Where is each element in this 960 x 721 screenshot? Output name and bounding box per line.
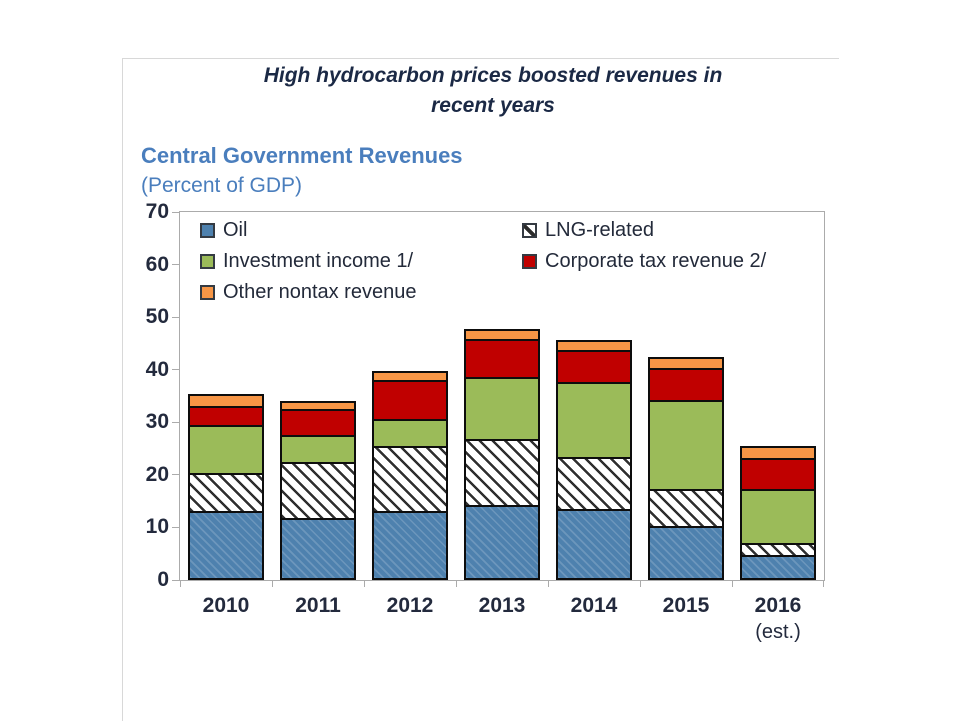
bar-segment-other-nontax-revenue: [740, 446, 816, 459]
y-tick-mark: [172, 526, 180, 528]
y-tick-label-60: 60: [145, 252, 169, 276]
figure-title-line1: High hydrocarbon prices boosted revenues…: [263, 64, 723, 87]
bar-segment-other-nontax-revenue: [648, 357, 724, 369]
bar-segment-lng-related: [648, 489, 724, 526]
bar-segment-corporate-tax-revenue-2: [648, 368, 724, 400]
chart-title: Central Government Revenues: [141, 143, 463, 168]
bar-segment-other-nontax-revenue: [372, 371, 448, 381]
chart-header: Central Government Revenues (Percent of …: [141, 141, 463, 200]
y-tick-label-30: 30: [145, 410, 169, 434]
bar-segment-lng-related: [372, 446, 448, 512]
bar-2016: [740, 446, 816, 580]
x-tick-sublabel: (est.): [755, 621, 801, 643]
bar-segment-lng-related: [740, 542, 816, 555]
bar-segment-corporate-tax-revenue-2: [740, 458, 816, 489]
legend-swatch-other-nontax-revenue: [200, 284, 215, 300]
y-tick-label-20: 20: [145, 462, 169, 486]
bar-2011: [280, 401, 356, 580]
legend-item-lng-related: LNG-related: [522, 217, 766, 243]
x-tick-label-2016: 2016 (est.): [732, 592, 824, 646]
bar-segment-corporate-tax-revenue-2: [372, 380, 448, 420]
bar-segment-other-nontax-revenue: [280, 401, 356, 410]
bar-segment-investment-income-1: [648, 399, 724, 490]
bar-segment-investment-income-1: [464, 377, 540, 439]
figure-title: High hydrocarbon prices boosted revenues…: [153, 61, 833, 121]
bar-segment-oil: [648, 525, 724, 580]
figure-title-line2: recent years: [431, 94, 555, 117]
bar-segment-corporate-tax-revenue-2: [280, 409, 356, 436]
bar-segment-investment-income-1: [556, 382, 632, 457]
y-tick-mark: [172, 474, 180, 476]
bar-segment-other-nontax-revenue: [556, 339, 632, 350]
x-tick-mark: [548, 580, 549, 587]
report-panel: High hydrocarbon prices boosted revenues…: [122, 58, 839, 721]
y-tick-mark: [172, 369, 180, 371]
bar-segment-other-nontax-revenue: [464, 328, 540, 340]
chart-subtitle: (Percent of GDP): [141, 174, 303, 197]
x-tick-label-2012: 2012: [386, 594, 434, 617]
bar-segment-oil: [740, 554, 816, 580]
bar-2013: [464, 328, 540, 580]
y-tick-mark: [172, 316, 180, 318]
bar-segment-oil: [464, 504, 540, 580]
legend: Oil LNG-related Investment income 1/Corpor…: [200, 217, 766, 305]
bar-segment-investment-income-1: [188, 424, 264, 473]
legend-label: Investment income 1/: [223, 250, 414, 272]
x-tick-label-2010: 2010: [202, 594, 250, 617]
bar-segment-investment-income-1: [280, 435, 356, 462]
legend-label: LNG-related: [545, 219, 654, 241]
chart: Oil LNG-related Investment income 1/Corpor…: [146, 200, 825, 643]
bar-segment-lng-related: [464, 438, 540, 505]
y-tick-label-0: 0: [157, 568, 169, 591]
bar-segment-oil: [372, 511, 448, 580]
legend-label: Other nontax revenue: [223, 281, 417, 303]
y-tick-label-40: 40: [145, 357, 169, 381]
legend-label: Corporate tax revenue 2/: [545, 250, 767, 272]
legend-swatch-oil: [200, 222, 215, 238]
legend-swatch-corporate-tax-revenue-2: [522, 253, 537, 269]
legend-item-other-nontax-revenue: Other nontax revenue: [200, 279, 522, 305]
y-tick-mark: [172, 579, 180, 581]
bar-segment-lng-related: [188, 472, 264, 511]
bar-segment-lng-related: [280, 461, 356, 518]
bar-2014: [556, 339, 632, 580]
legend-item-oil: Oil: [200, 217, 522, 243]
bar-segment-corporate-tax-revenue-2: [188, 406, 264, 425]
y-tick-label-50: 50: [145, 305, 169, 329]
x-tick-mark: [272, 580, 273, 587]
bar-segment-oil: [556, 509, 632, 580]
bar-segment-other-nontax-revenue: [188, 394, 264, 407]
y-tick-mark: [172, 421, 180, 423]
x-tick-label-2011: 2011: [295, 594, 341, 617]
bar-segment-investment-income-1: [372, 419, 448, 447]
y-tick-label-10: 10: [145, 515, 169, 539]
legend-item-corporate-tax-revenue-2: Corporate tax revenue 2/: [522, 248, 766, 274]
legend-swatch-lng-related: [522, 222, 537, 238]
legend-swatch-investment-income-1: [200, 253, 215, 269]
y-tick-mark: [172, 211, 180, 213]
legend-label: Oil: [223, 219, 248, 241]
x-tick-mark: [823, 580, 824, 587]
bar-segment-corporate-tax-revenue-2: [464, 339, 540, 378]
bar-2012: [372, 371, 448, 580]
legend-item-investment-income-1: Investment income 1/: [200, 248, 522, 274]
y-tick-label-70: 70: [145, 200, 169, 223]
x-tick-mark: [180, 580, 181, 587]
bar-segment-lng-related: [556, 457, 632, 510]
x-tick-mark: [640, 580, 641, 587]
bar-segment-oil: [188, 510, 264, 580]
x-tick-mark: [456, 580, 457, 587]
bar-2010: [188, 394, 264, 580]
x-tick-mark: [364, 580, 365, 587]
x-tick-label-2014: 2014: [570, 594, 618, 617]
bar-segment-oil: [280, 517, 356, 580]
bar-segment-corporate-tax-revenue-2: [556, 349, 632, 383]
plot-area: Oil LNG-related Investment income 1/Corpor…: [146, 200, 825, 643]
bar-2015: [648, 357, 724, 580]
x-tick-label-2013: 2013: [478, 594, 526, 617]
y-tick-mark: [172, 264, 180, 266]
bar-segment-investment-income-1: [740, 488, 816, 543]
x-tick-mark: [732, 580, 733, 587]
x-tick-label-2015: 2015: [662, 594, 710, 617]
